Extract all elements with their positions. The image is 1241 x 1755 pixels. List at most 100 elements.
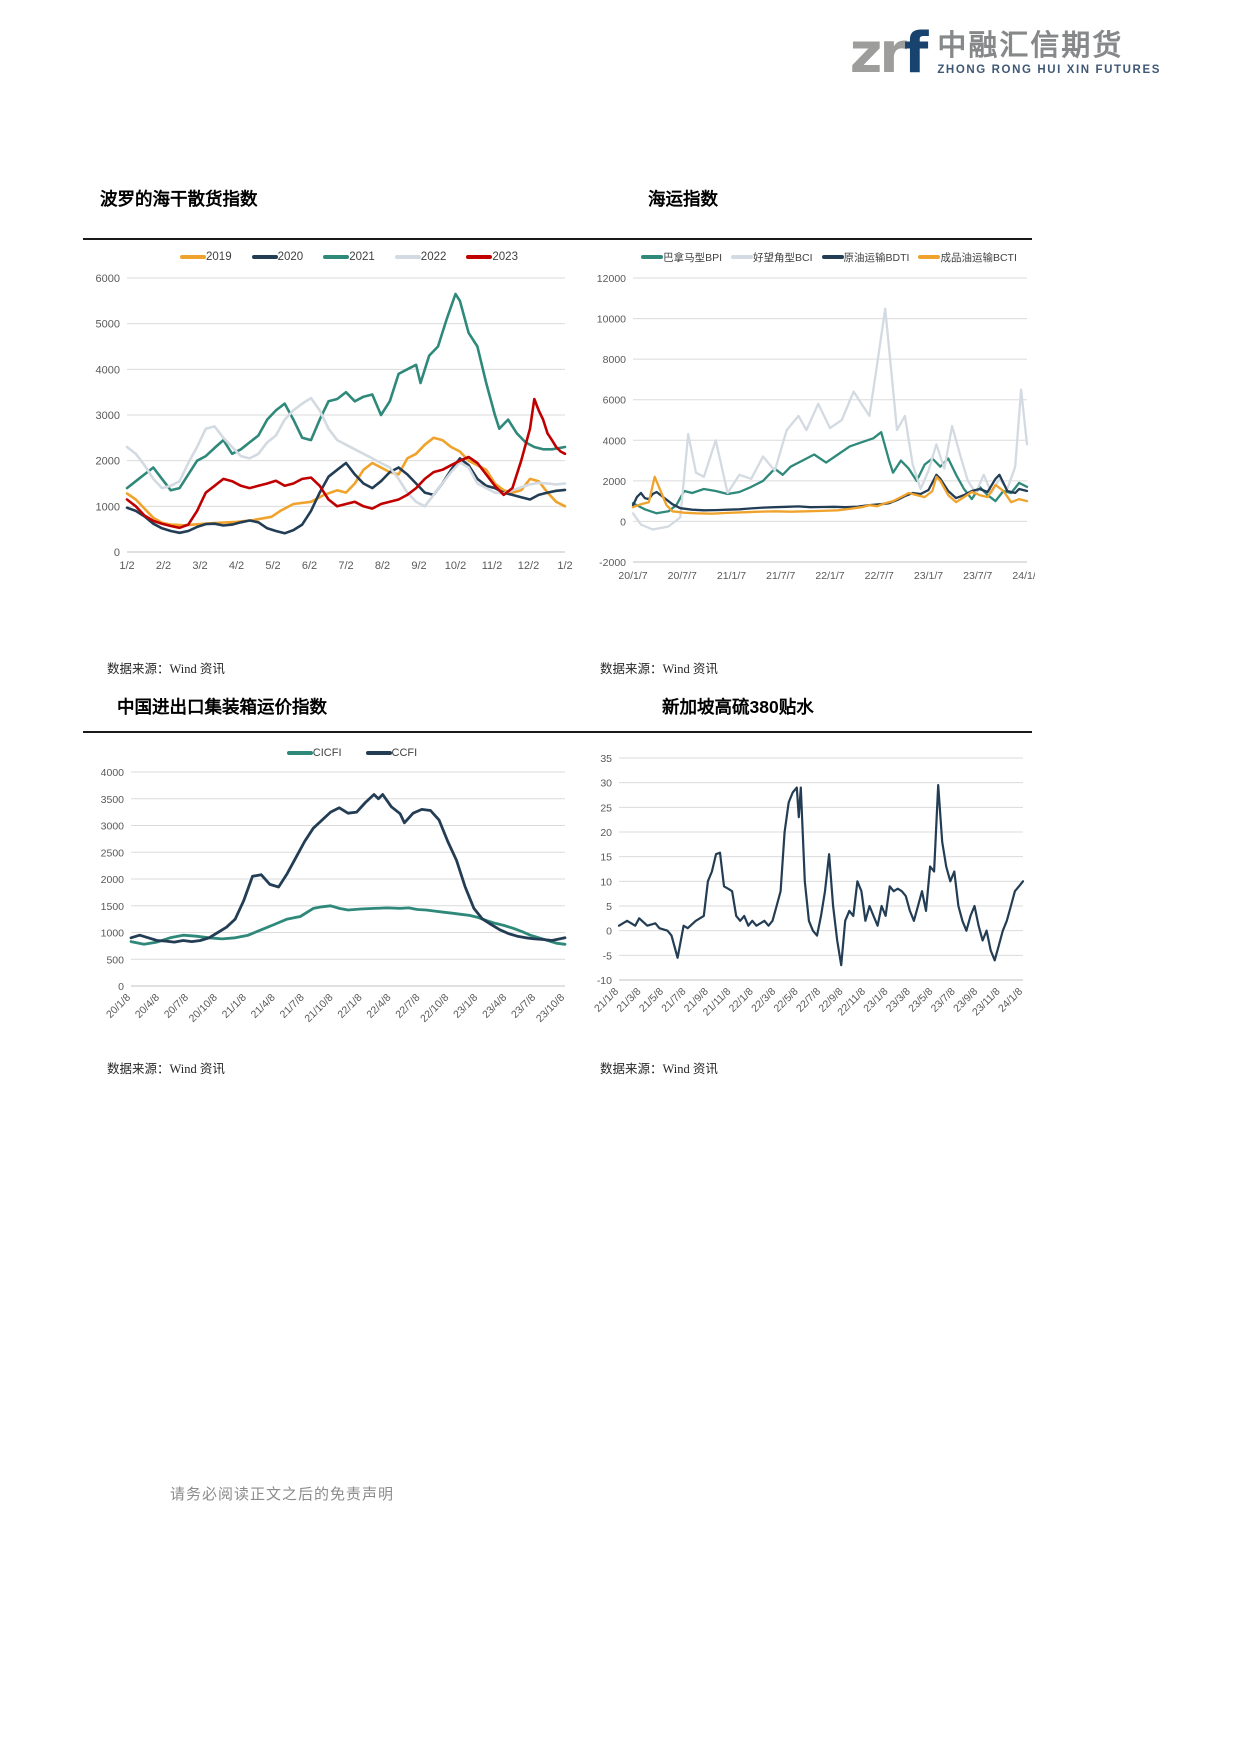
x-tick-label: 20/1/8 bbox=[104, 992, 133, 1021]
series-line-2020 bbox=[125, 457, 567, 535]
legend-label-原油运输BDTI: 原油运输BDTI bbox=[843, 251, 910, 264]
chart-bdi-legend: 2019 2020 2021 2022 2023 bbox=[83, 246, 575, 268]
y-tick-label: 6000 bbox=[603, 395, 627, 407]
logo-company-name-cn: 中融汇信期货 bbox=[937, 30, 1124, 62]
legend-label-2021: 2021 bbox=[349, 251, 375, 263]
chart-title-sg: 新加坡高硫380贴水 bbox=[662, 697, 814, 717]
y-tick-label: 30 bbox=[600, 778, 612, 790]
logo-zrf-mark: zrf bbox=[850, 26, 929, 82]
chart-cont-legend: CICFI CCFI bbox=[83, 742, 575, 764]
legend-label-2019: 2019 bbox=[206, 251, 232, 263]
x-tick-label: 24/1/8 bbox=[996, 986, 1025, 1015]
y-tick-label: 3000 bbox=[101, 821, 125, 833]
chart-sea: 巴拿马型BPI 好望角型BCI 原油运输BDTI 成品油运输BCTI -2000 0 20… bbox=[583, 246, 1035, 598]
x-tick-label: 7/2 bbox=[338, 560, 353, 572]
legend-swatch-2020 bbox=[251, 255, 278, 259]
x-tick-label: 8/2 bbox=[375, 560, 390, 572]
y-tick-label: 1500 bbox=[101, 901, 125, 913]
series-line-2022 bbox=[125, 396, 567, 508]
y-tick-label: 10000 bbox=[597, 314, 626, 326]
x-tick-label: 23/1/8 bbox=[451, 992, 480, 1021]
y-tick-label: 0 bbox=[114, 547, 120, 559]
y-tick-label: 1000 bbox=[101, 928, 125, 940]
x-tick-label: 21/1/8 bbox=[592, 986, 621, 1015]
x-tick-label: 21/10/8 bbox=[302, 992, 335, 1025]
legend-item-2020: 2020 bbox=[251, 251, 303, 263]
y-tick-label: 2500 bbox=[101, 847, 125, 859]
legend-label-2023: 2023 bbox=[492, 251, 518, 263]
logo-text: 中融汇信期货 ZHONG RONG HUI XIN FUTURES bbox=[937, 30, 1161, 78]
y-tick-label: 3500 bbox=[101, 794, 125, 806]
x-tick-label: 11/2 bbox=[482, 560, 503, 572]
legend-swatch-2019 bbox=[180, 255, 207, 259]
x-tick-label: 21/7/8 bbox=[659, 986, 688, 1015]
x-tick-label: 22/1/8 bbox=[727, 986, 756, 1015]
x-tick-label: 23/10/8 bbox=[534, 992, 567, 1025]
y-tick-label: 0 bbox=[620, 516, 626, 528]
chart-title-bdi: 波罗的海干散货指数 bbox=[100, 189, 258, 209]
y-tick-label: 5 bbox=[606, 901, 612, 913]
series-line-巴拿马型BPI bbox=[631, 431, 1029, 515]
y-tick-label: 6000 bbox=[96, 273, 120, 285]
series-line-2023 bbox=[125, 397, 567, 530]
x-tick-label: 22/3/8 bbox=[749, 986, 778, 1015]
x-tick-label: 1/2 bbox=[119, 560, 134, 572]
series-line-成品油运输BCTI bbox=[631, 475, 1029, 515]
x-tick-label: 21/1/8 bbox=[220, 992, 249, 1021]
x-tick-label: 21/1/7 bbox=[717, 570, 746, 582]
x-tick-label: 23/5/8 bbox=[906, 986, 935, 1015]
logo-zr: zr bbox=[849, 21, 907, 86]
legend-item-2019: 2019 bbox=[180, 251, 232, 263]
legend-label-CICFI: CICFI bbox=[312, 747, 342, 759]
y-tick-label: 12000 bbox=[597, 273, 626, 285]
y-tick-label: 3000 bbox=[96, 410, 120, 422]
x-tick-label: 3/2 bbox=[192, 560, 207, 572]
x-tick-label: 22/1/7 bbox=[815, 570, 844, 582]
x-tick-label: 22/7/8 bbox=[794, 986, 823, 1015]
x-tick-label: 23/3/8 bbox=[884, 986, 913, 1015]
chart-cont: CICFI CCFI 0 500 1000 1500 2000 2500 3000 3500 40… bbox=[83, 742, 575, 1064]
legend-label-成品油运输BCTI: 成品油运输BCTI bbox=[940, 251, 1017, 264]
y-tick-label: 0 bbox=[606, 926, 612, 938]
legend-swatch-CICFI bbox=[286, 751, 313, 755]
company-logo: zrf 中融汇信期货 ZHONG RONG HUI XIN FUTURES bbox=[850, 26, 1161, 82]
y-tick-label: 4000 bbox=[96, 364, 120, 376]
chart-bdi-plot: 0 1000 2000 3000 4000 5000 6000 1/2 2/2 3/2 4/2 5/2… bbox=[96, 273, 573, 572]
y-tick-label: 25 bbox=[600, 802, 612, 814]
legend-label-2022: 2022 bbox=[420, 251, 447, 263]
legend-swatch-成品油运输BCTI bbox=[918, 255, 941, 259]
x-tick-label: 21/3/8 bbox=[614, 986, 643, 1015]
x-tick-label: 9/2 bbox=[411, 560, 426, 572]
legend-swatch-原油运输BDTI bbox=[821, 255, 844, 259]
y-tick-label: 15 bbox=[600, 852, 612, 864]
x-tick-label: 20/4/8 bbox=[133, 992, 162, 1021]
logo-f: f bbox=[903, 21, 928, 86]
x-tick-label: 20/1/7 bbox=[618, 570, 647, 582]
x-tick-label: 20/7/7 bbox=[668, 570, 697, 582]
x-tick-label: 21/7/7 bbox=[766, 570, 795, 582]
x-tick-label: 20/10/8 bbox=[187, 992, 220, 1025]
y-tick-label: -10 bbox=[597, 975, 612, 987]
legend-item-2023: 2023 bbox=[466, 251, 518, 263]
chart-sg-plot: -10 -5 0 5 10 15 20 25 30 35 21/1/821/3/821/5/821/… bbox=[592, 753, 1025, 1018]
x-tick-label: 22/4/8 bbox=[364, 992, 393, 1021]
legend-swatch-2023 bbox=[466, 255, 493, 259]
legend-swatch-CCFI bbox=[365, 751, 392, 755]
series-line-好望角型BCI bbox=[631, 307, 1029, 531]
y-tick-label: 4000 bbox=[603, 435, 627, 447]
source-note-bdi: 数据来源：Wind 资讯 bbox=[107, 662, 225, 676]
legend-item-CICFI: CICFI bbox=[286, 747, 342, 759]
source-note-sg: 数据来源：Wind 资讯 bbox=[600, 1062, 718, 1076]
legend-item-好望角型BCI: 好望角型BCI bbox=[731, 250, 813, 265]
legend-item-CCFI: CCFI bbox=[365, 747, 417, 759]
source-note-cont: 数据来源：Wind 资讯 bbox=[107, 1062, 225, 1076]
y-tick-label: 5000 bbox=[96, 319, 120, 331]
chart-bdi: 2019 2020 2021 2022 2023 0 1000 2000 3000 4000 50… bbox=[83, 246, 575, 588]
x-tick-label: 6/2 bbox=[302, 560, 317, 572]
series-line-2019 bbox=[125, 436, 567, 527]
x-tick-label: 22/1/8 bbox=[335, 992, 364, 1021]
chart-title-sea: 海运指数 bbox=[648, 189, 718, 209]
series-line-CICFI bbox=[129, 904, 567, 946]
title-rule-bottom bbox=[83, 731, 1032, 733]
legend-swatch-巴拿马型BPI bbox=[641, 255, 664, 259]
